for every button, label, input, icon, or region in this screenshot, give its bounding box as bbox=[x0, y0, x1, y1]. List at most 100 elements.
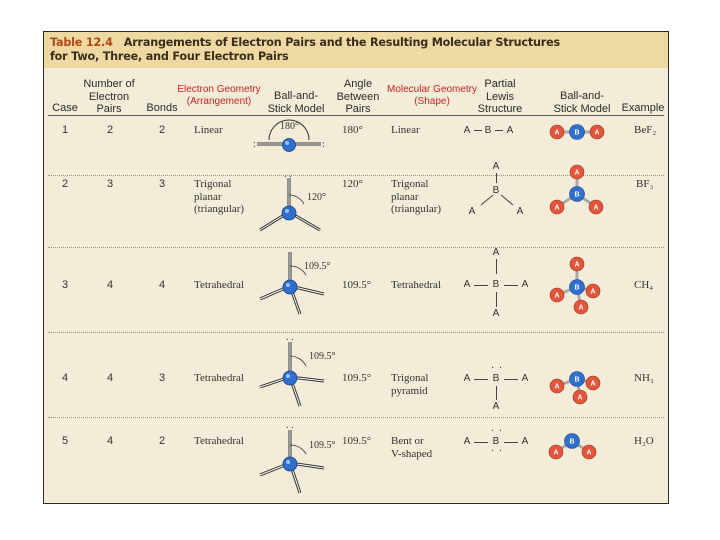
atom-label-outer: A bbox=[555, 130, 560, 137]
header-electron-geometry: Electron Geometry (Arrangement) bbox=[169, 84, 269, 107]
row1-model-angle: 180° bbox=[280, 121, 299, 132]
bf3-ball-model: A A A B bbox=[549, 164, 604, 215]
row1-case: 1 bbox=[61, 124, 69, 136]
row2-arrangement: Trigonal planar (triangular) bbox=[194, 178, 244, 216]
table-title: Table 12.4 Arrangements of Electron Pair… bbox=[50, 36, 570, 64]
lewis-bond bbox=[496, 386, 497, 400]
lewis-bond bbox=[504, 379, 518, 380]
header-bs2-line1: Ball-and- bbox=[559, 90, 605, 102]
header-ball-stick-1: Ball-and- Stick Model bbox=[264, 90, 328, 115]
header-mg-line2: (Shape) bbox=[414, 95, 450, 107]
header-pairs: Number of Electron Pairs bbox=[82, 78, 136, 116]
row3-bonds: 4 bbox=[158, 279, 166, 291]
lewis-atom-b: B bbox=[492, 279, 500, 290]
lewis-atom-a: A bbox=[463, 125, 471, 136]
table-caption: Arrangements of Electron Pairs and the R… bbox=[50, 36, 560, 63]
atom-label-outer: A bbox=[578, 395, 583, 402]
row2-arr-line2: planar bbox=[194, 190, 222, 203]
header-rule bbox=[48, 115, 664, 116]
lewis-bond bbox=[474, 442, 488, 443]
header-angle-line3: Pairs bbox=[345, 103, 371, 115]
header-lewis-line2: Lewis bbox=[485, 90, 515, 103]
table-slide: Table 12.4 Arrangements of Electron Pair… bbox=[43, 31, 669, 504]
atom-label-outer: A bbox=[555, 205, 560, 212]
row1-bonds: 2 bbox=[158, 124, 166, 136]
lewis-atom-a: A bbox=[463, 436, 471, 447]
header-ball-stick-2: Ball-and- Stick Model bbox=[550, 90, 614, 115]
svg-text::: : bbox=[253, 139, 256, 150]
header-bonds: Bonds bbox=[146, 102, 178, 114]
atom-label-central: B bbox=[575, 130, 580, 137]
atom-label-outer: A bbox=[579, 305, 584, 312]
row4-struct-line1: Trigonal bbox=[391, 372, 429, 384]
header-pairs-line3: Pairs bbox=[96, 103, 122, 115]
atom-label-outer: A bbox=[554, 450, 559, 457]
row4-struct-line2: pyramid bbox=[391, 384, 428, 397]
row4-arrangement: Tetrahedral bbox=[194, 372, 244, 384]
tetrahedral-model-3: 109.5° bbox=[259, 252, 331, 315]
row1-pairs: 2 bbox=[106, 124, 114, 136]
lewis-atom-a: A bbox=[521, 436, 529, 447]
row3-example: CH₄ bbox=[634, 279, 654, 291]
tetrahedral-model-5: . . 109.5° bbox=[259, 420, 336, 494]
lewis-atom-b: B bbox=[492, 185, 500, 196]
table-title-bar: Table 12.4 Arrangements of Electron Pair… bbox=[44, 32, 668, 68]
lewis-trigonal-bonds bbox=[480, 194, 514, 206]
svg-text:. .: . . bbox=[286, 332, 294, 343]
row2-struct-line1: Trigonal bbox=[391, 178, 429, 190]
h2o-ball-model: A B A bbox=[548, 433, 597, 460]
row3-arrangement: Tetrahedral bbox=[194, 279, 244, 291]
row4-model-angle: 109.5° bbox=[309, 351, 336, 362]
row3-model-angle: 109.5° bbox=[304, 261, 331, 272]
lewis-atom-a: A bbox=[463, 373, 471, 384]
header-eg-line1: Electron Geometry bbox=[177, 84, 261, 95]
row2-structure: Trigonal planar (triangular) bbox=[391, 178, 441, 216]
row5-bonds: 2 bbox=[158, 435, 166, 447]
lewis-atom-a: A bbox=[468, 206, 476, 217]
header-mg-line1: Molecular Geometry bbox=[386, 84, 478, 95]
row5-model-angle: 109.5° bbox=[309, 440, 336, 451]
atom-label-central: B bbox=[575, 377, 580, 384]
header-example: Example bbox=[621, 102, 665, 114]
atom-label-outer: A bbox=[595, 130, 600, 137]
lewis-atom-b: B bbox=[492, 436, 500, 447]
svg-text:. .: . . bbox=[284, 169, 292, 180]
atom-label-outer: A bbox=[555, 293, 560, 300]
atom-label-outer: A bbox=[575, 170, 580, 177]
row5-angle: 109.5° bbox=[342, 435, 372, 447]
header-molecular-geometry: Molecular Geometry (Shape) bbox=[382, 84, 482, 107]
row2-struct-line3: (triangular) bbox=[391, 203, 442, 215]
row2-angle: 120° bbox=[342, 178, 363, 190]
row4-bonds: 3 bbox=[158, 372, 166, 384]
header-eg-line2: (Arrangement) bbox=[186, 95, 252, 107]
lewis-bond bbox=[504, 285, 518, 286]
atom-label-outer: A bbox=[575, 262, 580, 269]
lewis-atom-a: A bbox=[521, 279, 529, 290]
atom-label-central: B bbox=[575, 192, 580, 199]
lewis-bond bbox=[474, 285, 488, 286]
row-divider bbox=[48, 247, 664, 248]
header-pairs-line2: Electron bbox=[88, 90, 130, 103]
row5-arrangement: Tetrahedral bbox=[194, 435, 244, 447]
row4-structure: Trigonal pyramid bbox=[391, 372, 429, 397]
header-angle-line2: Between bbox=[336, 90, 380, 103]
header-angle: Angle Between Pairs bbox=[333, 78, 383, 116]
row5-pairs: 4 bbox=[106, 435, 114, 447]
row5-structure: Bent or V-shaped bbox=[391, 435, 432, 460]
row5-case: 5 bbox=[61, 435, 69, 447]
row3-case: 3 bbox=[61, 279, 69, 291]
lewis-atom-a: A bbox=[492, 161, 500, 172]
lewis-bond bbox=[495, 130, 503, 131]
header-lewis-line3: Structure bbox=[477, 103, 523, 115]
row5-example: H₂O bbox=[634, 435, 654, 447]
row2-example: BF₃ bbox=[636, 178, 654, 190]
atom-label-central: B bbox=[570, 439, 575, 446]
row-divider bbox=[48, 175, 664, 176]
header-case: Case bbox=[52, 102, 78, 114]
lewis-atom-a: A bbox=[506, 125, 514, 136]
row4-case: 4 bbox=[61, 372, 69, 384]
header-bs2-line2: Stick Model bbox=[553, 102, 611, 115]
lewis-atom-b: B bbox=[492, 373, 500, 384]
lewis-atom-a: A bbox=[492, 401, 500, 412]
lewis-bond bbox=[474, 130, 482, 131]
